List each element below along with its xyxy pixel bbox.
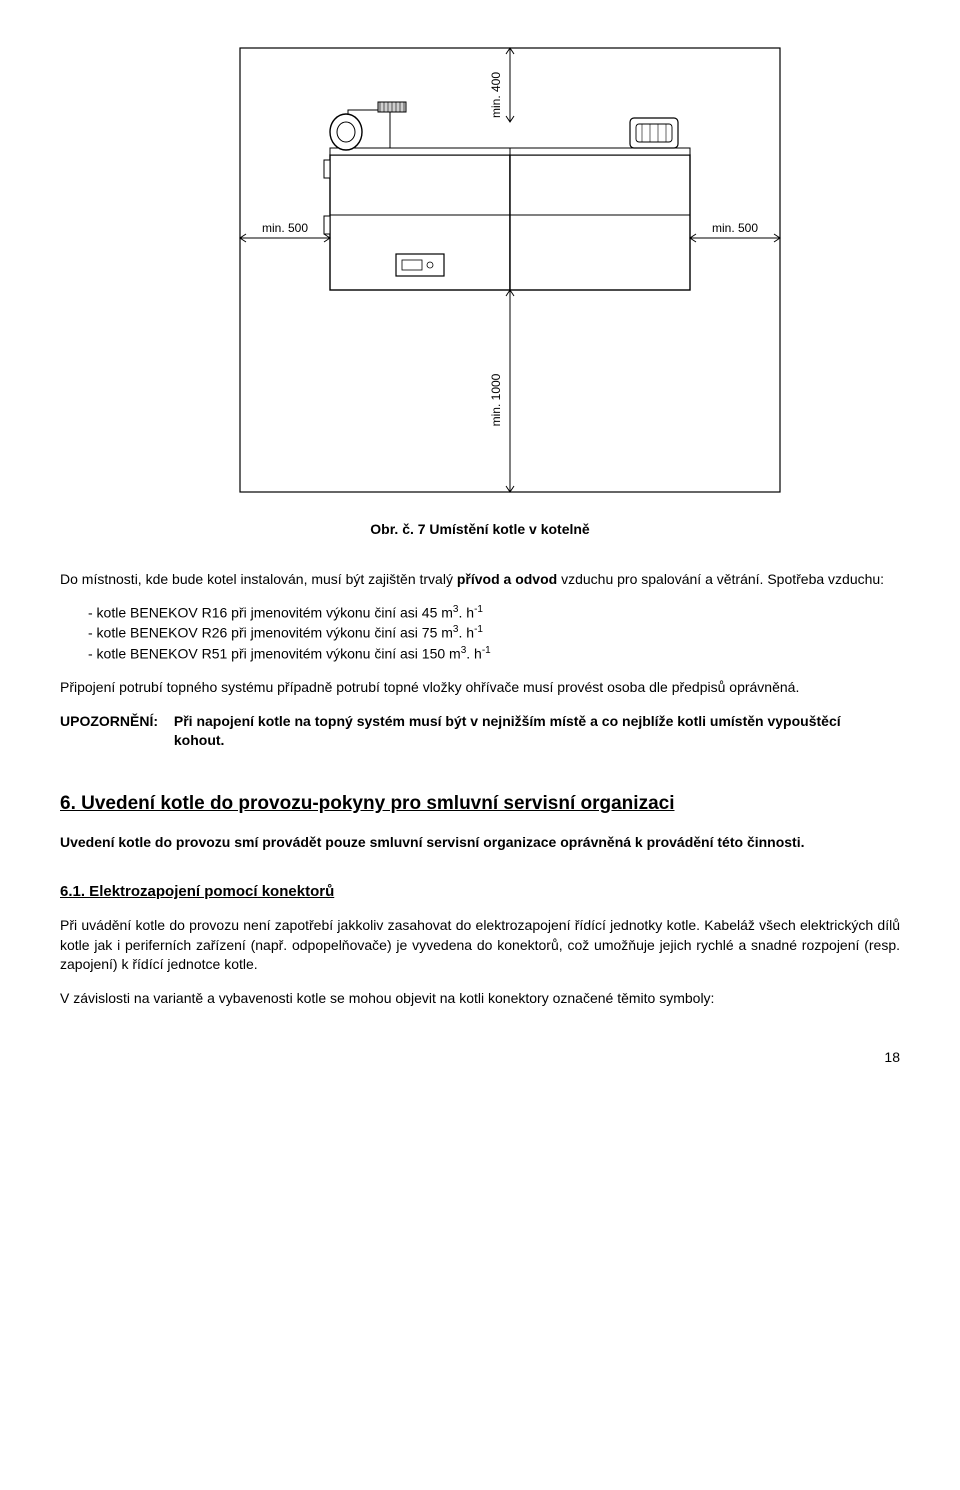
dim-left-label: min. 500 (262, 221, 308, 235)
notice-label: UPOZORNĚNÍ: (60, 712, 170, 732)
intro-paragraph: Do místnosti, kde bude kotel instalován,… (60, 570, 900, 590)
intro-text: Do místnosti, kde bude kotel instalován,… (60, 571, 884, 587)
notice-block: UPOZORNĚNÍ: Při napojení kotle na topný … (60, 712, 900, 751)
dim-right-label: min. 500 (712, 221, 758, 235)
dim-top-label: min. 400 (489, 72, 503, 118)
page-number: 18 (60, 1048, 900, 1068)
section-6-1-p2: V závislosti na variantě a vybavenosti k… (60, 989, 900, 1009)
air-line-2: - kotle BENEKOV R26 při jmenovitém výkon… (60, 623, 900, 643)
section-6-1-heading: 6.1. Elektrozapojení pomocí konektorů (60, 881, 900, 902)
dim-bottom-label: min. 1000 (489, 373, 503, 426)
air-line-1: - kotle BENEKOV R16 při jmenovitém výkon… (60, 603, 900, 623)
section-6-1-p1: Při uvádění kotle do provozu není zapotř… (60, 916, 900, 975)
section-6-heading: 6. Uvedení kotle do provozu-pokyny pro s… (60, 791, 900, 818)
section-6-intro: Uvedení kotle do provozu smí provádět po… (60, 833, 900, 853)
air-consumption-list: - kotle BENEKOV R16 při jmenovitém výkon… (60, 603, 900, 664)
connect-paragraph: Připojení potrubí topného systému případ… (60, 678, 900, 698)
figure-caption: Obr. č. 7 Umístění kotle v kotelně (60, 520, 900, 540)
notice-text: Při napojení kotle na topný systém musí … (174, 712, 874, 751)
air-line-3: - kotle BENEKOV R51 při jmenovitém výkon… (60, 644, 900, 664)
boiler-placement-diagram: min. 400 min. 500 min. 500 min. 1000 (130, 40, 830, 500)
